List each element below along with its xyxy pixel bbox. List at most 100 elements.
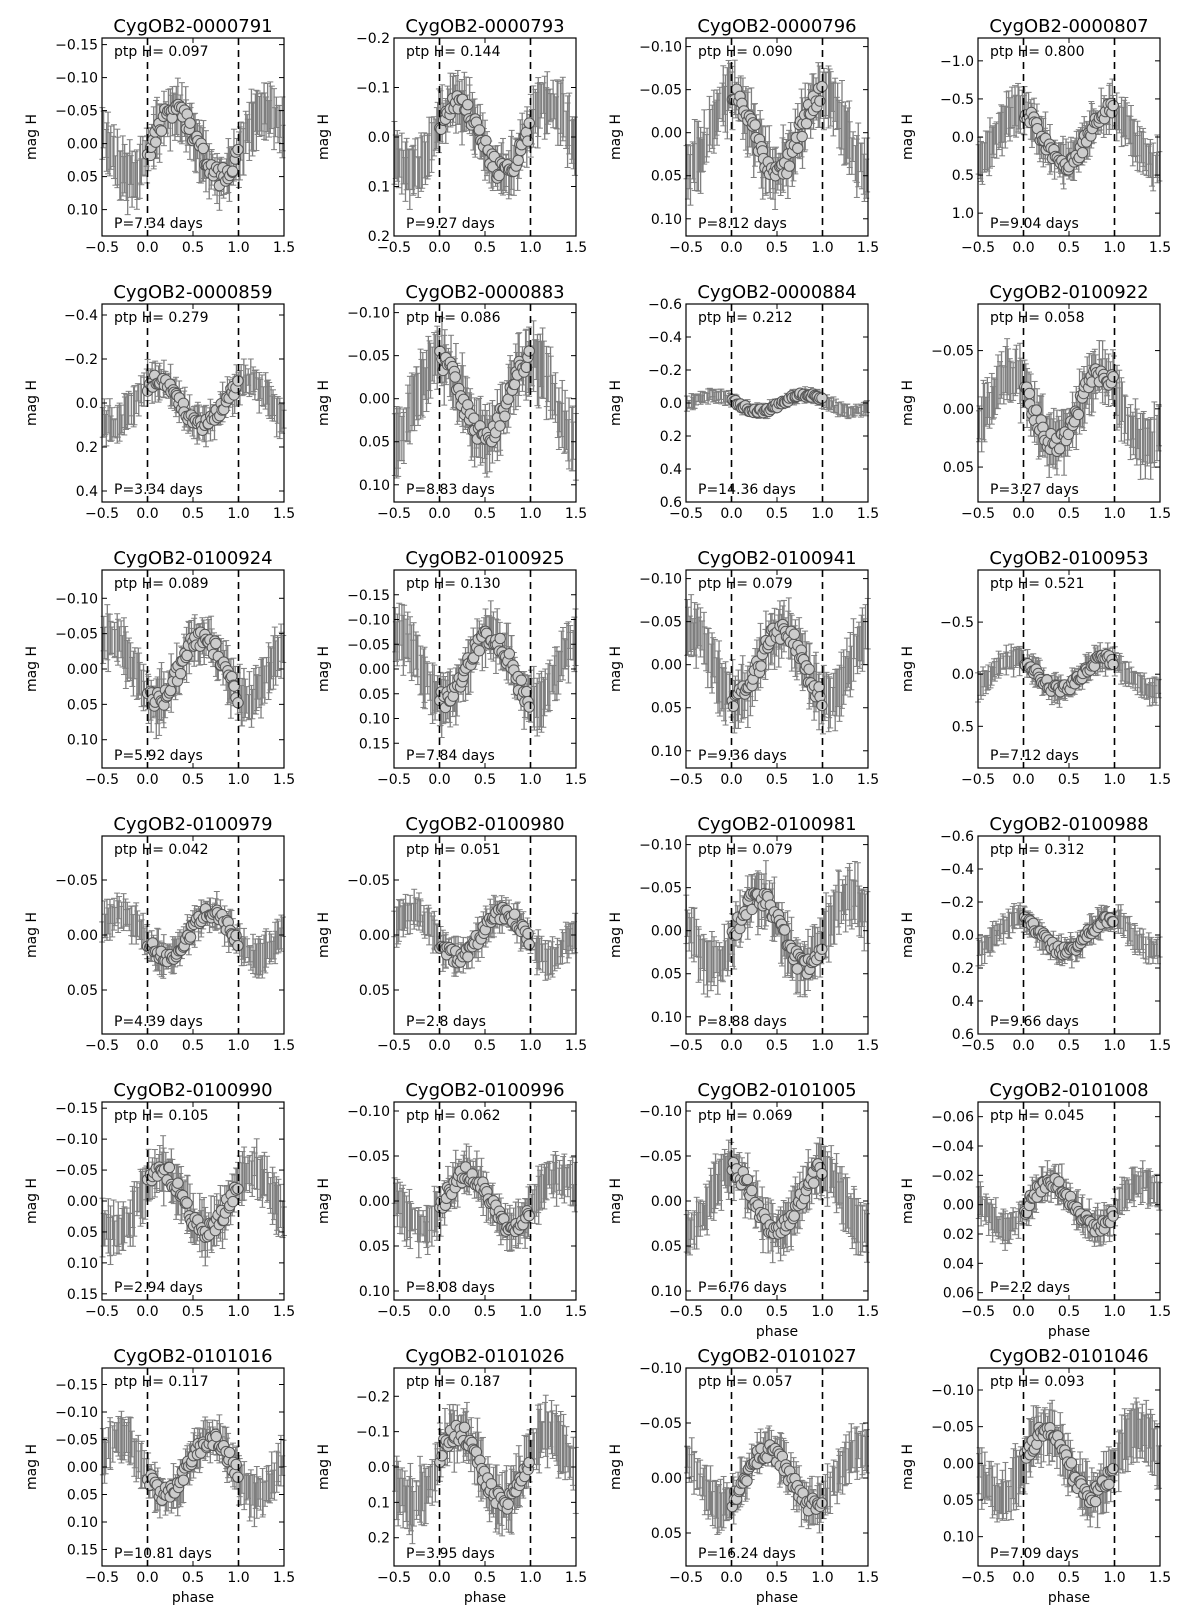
y-tick-label: −0.10: [55, 591, 98, 607]
y-tick-label: 0.05: [67, 697, 98, 713]
data-marks: [683, 59, 871, 211]
ptp-label: ptp H= 0.090: [698, 44, 793, 60]
data-point: [749, 119, 761, 131]
y-axis-label: mag H: [316, 380, 332, 426]
data-marks: [975, 78, 1163, 192]
data-point: [783, 160, 796, 172]
x-tick-label: −0.5: [85, 240, 119, 256]
x-tick-label: 0.5: [182, 240, 204, 256]
y-tick-label: 0.10: [651, 212, 682, 228]
x-tick-label: 1.5: [273, 506, 295, 522]
x-tick-label: 0.5: [1058, 506, 1080, 522]
panel-title: CygOB2-0000793: [405, 16, 564, 37]
y-tick-label: 0.00: [943, 402, 974, 418]
data-marks: [976, 338, 1163, 480]
y-tick-label: 0.05: [359, 435, 390, 451]
data-point: [1107, 370, 1119, 383]
ptp-label: ptp H= 0.058: [990, 310, 1085, 326]
ptp-label: ptp H= 0.130: [406, 576, 501, 592]
data-point: [814, 95, 826, 107]
y-tick-label: 0.10: [359, 478, 390, 494]
y-tick-label: 0.6: [660, 495, 682, 511]
y-tick-label: 0.05: [943, 460, 974, 476]
data-point: [796, 130, 808, 143]
panel-title: CygOB2-0000883: [405, 282, 564, 303]
x-tick-label: 0.0: [428, 506, 450, 522]
period-label: P=7.34 days: [114, 216, 203, 232]
data-point: [508, 378, 521, 391]
y-tick-label: −0.6: [648, 297, 682, 313]
x-tick-label: 0.5: [474, 240, 496, 256]
data-point: [150, 136, 162, 148]
y-tick-label: 0.4: [76, 484, 98, 500]
y-tick-label: 0.1: [368, 180, 390, 196]
ptp-label: ptp H= 0.144: [406, 44, 501, 60]
y-axis-label: mag H: [24, 646, 40, 692]
y-tick-label: 0.0: [76, 396, 98, 412]
x-tick-label: 1.5: [273, 240, 295, 256]
y-tick-label: −0.10: [347, 306, 390, 322]
panel-title: CygOB2-0000807: [989, 16, 1148, 37]
x-tick-label: −0.5: [669, 506, 703, 522]
y-tick-label: −0.4: [648, 330, 682, 346]
light-curve-panel: CygOB2-0000883 −0.5 0.0 0.5 1.0 1.5 −0.10 −0.05…: [300, 280, 596, 546]
light-curve-panel: CygOB2-0100922 −0.5 0.0 0.5 1.0 1.5 −0.05 0.00 0…: [884, 280, 1180, 546]
y-tick-label: 0.10: [67, 203, 98, 219]
x-tick-label: 0.5: [766, 240, 788, 256]
ptp-label: ptp H= 0.086: [406, 310, 501, 326]
data-point: [522, 135, 534, 147]
y-tick-label: 0.00: [651, 126, 682, 142]
data-point: [493, 169, 505, 182]
x-tick-label: 0.0: [136, 506, 158, 522]
y-tick-label: 0.05: [67, 170, 98, 186]
panel-title: CygOB2-0100941: [697, 548, 856, 569]
light-curve-panel: CygOB2-0100924 −0.5 0.0 0.5 1.0 1.5 −0.10 −0.05…: [8, 546, 304, 812]
light-curve-plot: CygOB2-0100922 −0.5 0.0 0.5 1.0 1.5 −0.05 0.00 0…: [900, 282, 1171, 522]
data-point: [1107, 99, 1119, 112]
data-point: [197, 142, 209, 155]
x-tick-label: −0.5: [961, 506, 995, 522]
y-tick-label: 0.05: [359, 687, 390, 703]
data-marks: [99, 77, 286, 216]
y-tick-label: 0.4: [660, 462, 682, 478]
x-tick-label: 0.0: [1012, 506, 1034, 522]
x-tick-label: 1.5: [565, 506, 587, 522]
light-curve-plot: CygOB2-0000796 −0.5 0.0 0.5 1.0 1.5 −0.10 −0.05…: [608, 16, 879, 256]
data-point: [155, 125, 168, 137]
data-point: [1062, 428, 1075, 441]
x-tick-label: 0.5: [182, 506, 204, 522]
ptp-label: ptp H= 0.089: [114, 576, 209, 592]
data-point: [523, 117, 535, 129]
y-tick-label: 0.0: [368, 130, 390, 146]
light-curve-panel: CygOB2-0100925 −0.5 0.0 0.5 1.0 1.5 −0.15 −0.10…: [300, 546, 596, 812]
period-label: P=9.04 days: [990, 216, 1079, 232]
y-tick-label: −0.2: [64, 352, 98, 368]
y-tick-label: −1.0: [940, 54, 974, 70]
data-marks: [391, 317, 579, 481]
x-tick-label: −0.5: [85, 772, 119, 788]
plot-frame: [977, 303, 1161, 503]
ptp-label: ptp H= 0.097: [114, 44, 209, 60]
light-curve-plot: CygOB2-0100924 −0.5 0.0 0.5 1.0 1.5 −0.10 −0.05…: [24, 548, 295, 788]
data-point: [499, 410, 511, 422]
period-label: P=3.34 days: [114, 482, 203, 498]
y-tick-label: 0.2: [368, 229, 390, 245]
panel-title: CygOB2-0000796: [697, 16, 856, 37]
x-tick-label: 1.0: [1103, 240, 1125, 256]
x-tick-label: −0.5: [85, 506, 119, 522]
x-tick-label: 1.5: [273, 772, 295, 788]
x-tick-label: 1.0: [227, 240, 249, 256]
data-point: [468, 412, 480, 424]
x-tick-label: 0.0: [720, 506, 742, 522]
x-tick-label: −0.5: [669, 240, 703, 256]
x-tick-label: 1.5: [857, 506, 879, 522]
x-tick-label: 1.5: [1149, 506, 1171, 522]
y-tick-label: 0.2: [76, 440, 98, 456]
y-tick-label: 0.00: [359, 392, 390, 408]
x-tick-label: 1.0: [227, 772, 249, 788]
y-axis-label: mag H: [24, 114, 40, 160]
y-tick-label: 0.10: [359, 712, 390, 728]
x-tick-label: 0.0: [720, 240, 742, 256]
period-label: P=7.84 days: [406, 748, 495, 764]
data-point: [181, 649, 193, 662]
